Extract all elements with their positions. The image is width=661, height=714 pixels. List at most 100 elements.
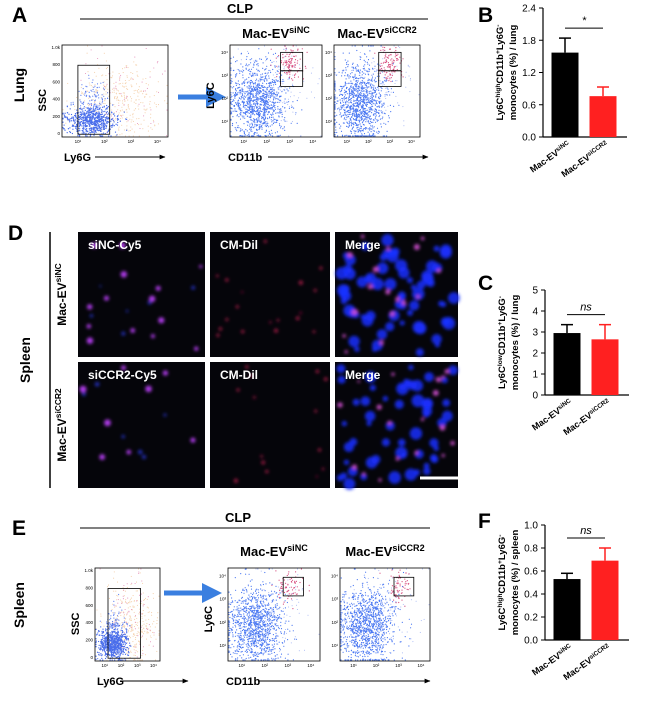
superscript: siCCR2 <box>586 139 609 158</box>
cell-signal <box>314 409 318 413</box>
cell-signal <box>336 284 349 297</box>
axis-tick-label: 10² <box>262 663 269 668</box>
cell-signal <box>81 392 86 397</box>
axis-tick-label: 400 <box>52 97 60 102</box>
cell-signal <box>441 375 445 379</box>
cell-signal <box>190 437 196 443</box>
cell-signal <box>372 266 379 273</box>
cell-signal <box>361 314 374 327</box>
cell-signal <box>145 385 152 393</box>
cell-signal <box>295 316 300 321</box>
image-label: Merge <box>345 368 381 382</box>
axis-tick-label: 600 <box>85 603 93 608</box>
cell-signal <box>337 402 343 408</box>
axis-tick-label: 10¹ <box>101 663 108 668</box>
cell-signal <box>235 305 239 309</box>
cell-signal <box>335 267 348 280</box>
cell-signal <box>121 365 126 371</box>
bar <box>589 96 617 137</box>
panel-header: CLP <box>225 510 251 525</box>
superscript: low <box>497 354 504 366</box>
cell-signal <box>416 280 426 290</box>
axis-tick-label: 10¹ <box>239 663 246 668</box>
cell-signal <box>409 427 423 440</box>
cell-signal <box>441 410 453 422</box>
cell-signal <box>344 254 356 266</box>
cell-signal <box>150 334 155 339</box>
cell-signal <box>315 369 320 374</box>
axis-tick-label: 10⁴ <box>408 139 415 144</box>
cell-signal <box>265 469 269 474</box>
plot-frame <box>94 567 161 662</box>
cell-signal <box>422 410 430 418</box>
cell-signal <box>351 464 358 470</box>
cell-signal <box>233 478 239 483</box>
y-tick-label: 0.6 <box>524 567 538 578</box>
cell-signal <box>236 388 240 392</box>
cell-signal <box>321 467 325 471</box>
cell-signal <box>86 337 94 344</box>
superscript: + <box>497 560 504 564</box>
axis-label: CD11b <box>226 676 261 688</box>
cell-signal <box>357 380 360 383</box>
cell-signal <box>343 459 350 465</box>
event-dots <box>271 568 310 610</box>
axis-tick-label: 10⁴ <box>331 573 338 578</box>
cell-signal <box>299 311 302 315</box>
axis-tick-label: 10² <box>373 663 380 668</box>
cell-signal <box>225 317 229 322</box>
cell-signal <box>447 292 460 304</box>
superscript: siNC <box>53 263 63 282</box>
cell-signal <box>388 471 401 484</box>
cell-signal <box>225 278 229 282</box>
tissue-label: Lung <box>11 68 27 102</box>
cell-signal <box>411 287 425 301</box>
y-axis-label: Ly6ChighCD11b+Ly6G- <box>497 534 509 630</box>
image-label: CM-Dil <box>220 368 258 382</box>
superscript: siNC <box>287 543 308 553</box>
cell-signal <box>381 234 394 247</box>
cell-signal <box>365 456 378 469</box>
cell-signal <box>79 385 87 393</box>
cell-signal <box>411 379 424 392</box>
event-dots <box>99 568 155 658</box>
y-tick-label: 2.4 <box>522 4 536 15</box>
axis-tick-label: 600 <box>52 79 60 84</box>
cell-signal <box>360 234 365 239</box>
y-tick-label: 0.0 <box>522 133 536 144</box>
axis-tick-label: 10³ <box>221 73 228 78</box>
cell-signal <box>408 364 414 371</box>
y-axis-label: monocytes (%) / lung <box>508 25 519 121</box>
cell-signal <box>240 329 245 334</box>
text-segment: monocytes (%) / lung <box>508 25 519 121</box>
axis-label: Ly6C <box>205 82 217 109</box>
axis-tick-label: 10² <box>118 663 125 668</box>
text-segment: Mac-EV <box>337 26 384 41</box>
event-dots <box>334 45 420 137</box>
cell-signal <box>364 371 377 383</box>
axis-tick-label: 400 <box>85 620 93 625</box>
tissue-label: Spleen <box>11 582 27 628</box>
axis-tick-label: 10⁴ <box>219 573 226 578</box>
superscript: siCCR2 <box>588 397 611 416</box>
cell-signal <box>431 333 442 345</box>
cell-signal <box>421 270 434 283</box>
cell-signal <box>104 419 111 427</box>
group-heading: Mac-EVsiNC <box>242 25 310 41</box>
cell-signal <box>386 246 391 251</box>
event-dots <box>230 45 322 137</box>
text-segment: Mac-EV <box>561 410 593 437</box>
image-label: siCCR2-Cy5 <box>88 368 157 382</box>
cell-signal <box>341 420 348 427</box>
image-label: siNC-Cy5 <box>88 238 142 252</box>
cell-signal <box>432 389 439 396</box>
plot-frame <box>229 44 323 138</box>
y-tick-label: 0.0 <box>524 636 538 647</box>
cell-signal <box>398 267 410 279</box>
event-dots <box>228 568 320 661</box>
axis-tick-label: 10³ <box>285 663 292 668</box>
cell-signal <box>401 452 407 459</box>
text-segment: Mac-EV <box>242 26 289 41</box>
panel-label: B <box>478 4 493 27</box>
cell-signal <box>381 438 391 447</box>
